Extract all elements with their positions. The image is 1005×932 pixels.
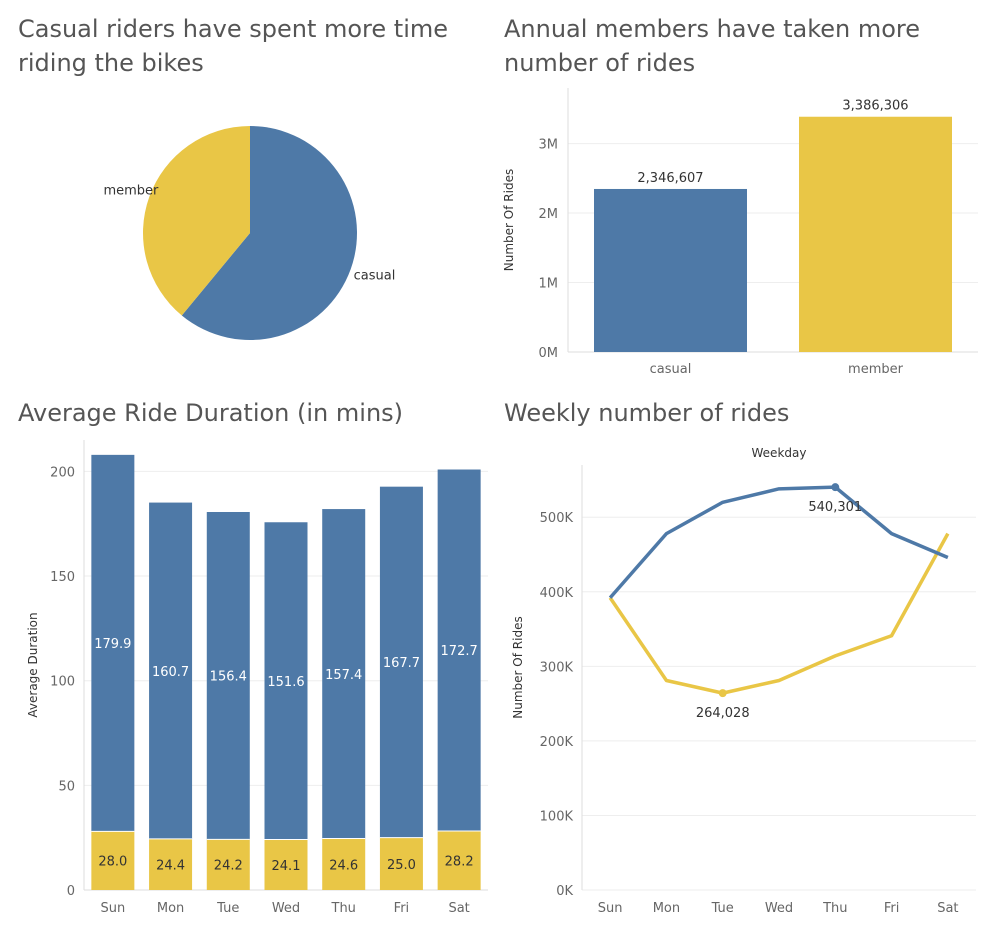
duration-bar-title: Average Ride Duration (in mins) <box>18 399 404 427</box>
y-axis-label: Number Of Rides <box>502 169 516 271</box>
x-axis-title: Weekday <box>752 446 807 460</box>
bar-value-label: 172.7 <box>441 644 478 659</box>
y-tick-label: 1M <box>539 277 559 292</box>
y-tick-label: 0 <box>67 884 75 899</box>
x-tick-label: Thu <box>822 901 847 916</box>
y-tick-label: 300K <box>540 660 574 675</box>
x-tick-label: Thu <box>331 901 356 916</box>
x-tick-label: Mon <box>157 901 184 916</box>
bar-segment-member <box>437 830 481 890</box>
pie-panel: Casual riders have spent more time ridin… <box>0 0 490 380</box>
pie-label-member: member <box>103 184 159 199</box>
y-tick-label: 100K <box>540 809 574 824</box>
x-tick-label: member <box>848 362 904 377</box>
rides-bar-panel: Annual members have taken more number of… <box>490 0 1005 385</box>
bar-value-label: 25.0 <box>387 858 416 873</box>
y-tick-label: 100 <box>50 675 75 690</box>
x-tick-label: Sat <box>937 901 958 916</box>
y-axis-label: Number Of Rides <box>511 616 525 718</box>
pie-chart: casual member <box>103 126 396 341</box>
bar-value-label: 156.4 <box>210 670 247 685</box>
weekly-line-title: Weekly number of rides <box>504 399 790 427</box>
pie-title: Casual riders have spent more time ridin… <box>18 15 449 77</box>
weekly-line-panel: Weekly number of rides Weekday 0K 100K 200K… <box>490 385 1005 932</box>
bar-segment-casual <box>264 522 308 840</box>
y-tick-label: 0K <box>556 884 573 899</box>
y-axis-label: Average Duration <box>26 612 40 717</box>
series-line-casual <box>608 532 950 695</box>
x-tick-label: casual <box>650 362 692 377</box>
bar-value-label: 151.6 <box>267 675 304 690</box>
y-tick-label: 500K <box>540 511 574 526</box>
bar-segment-member <box>206 839 250 890</box>
bar-value-label: 28.2 <box>445 854 474 869</box>
bar-member <box>799 116 952 352</box>
bar-value-label: 157.4 <box>325 668 362 683</box>
x-tick-label: Wed <box>765 901 793 916</box>
x-tick-label: Sun <box>598 901 623 916</box>
bar-casual <box>594 188 747 352</box>
y-tick-label: 2M <box>539 207 559 222</box>
bar-segment-casual <box>149 502 193 839</box>
bar-segment-casual <box>206 512 250 840</box>
point-value-label: 264,028 <box>696 706 750 721</box>
y-tick-label: 50 <box>58 779 75 794</box>
bar-segment-member <box>322 838 366 890</box>
x-tick-label: Wed <box>272 901 300 916</box>
y-tick-label: 3M <box>539 138 559 153</box>
series-line-member <box>608 485 949 599</box>
bar-value-label: 2,346,607 <box>637 171 703 186</box>
bar-value-label: 3,386,306 <box>842 99 908 114</box>
pie-label-casual: casual <box>354 268 396 283</box>
pie-slice-casual <box>181 126 358 341</box>
bar-value-label: 24.6 <box>329 858 358 873</box>
x-tick-label: Tue <box>711 901 734 916</box>
bar-segment-member <box>149 838 193 890</box>
bar-value-label: 24.4 <box>156 858 185 873</box>
bar-segment-casual <box>322 509 366 839</box>
x-tick-label: Sun <box>100 901 125 916</box>
highlight-point <box>831 483 840 492</box>
bar-value-label: 179.9 <box>94 637 131 652</box>
bar-segment-member <box>91 831 135 890</box>
x-tick-label: Fri <box>394 901 410 916</box>
bar-value-label: 28.0 <box>98 855 127 870</box>
bar-value-label: 167.7 <box>383 656 420 671</box>
duration-bar-chart: 0 50 100 150 200 Average Duration 28.0 179.9 Sun… <box>26 440 488 916</box>
point-value-label: 540,301 <box>808 500 862 515</box>
y-tick-label: 200K <box>540 735 574 750</box>
rides-bar-title: Annual members have taken more number of… <box>504 15 921 77</box>
bar-segment-member <box>264 839 308 890</box>
y-tick-label: 150 <box>50 570 75 585</box>
duration-bar-panel: Average Ride Duration (in mins) 0 50 100 15… <box>0 385 490 932</box>
rides-bar-chart: 0M 1M 2M 3M Number Of Rides 2,346,607 casual 3,… <box>502 88 978 377</box>
y-tick-label: 400K <box>540 586 574 601</box>
x-tick-label: Fri <box>884 901 900 916</box>
bar-segment-member <box>379 837 423 890</box>
weekly-line-chart: Weekday 0K 100K 200K 300K 400K 500K Number Of R… <box>511 446 976 916</box>
x-tick-label: Sat <box>448 901 469 916</box>
y-tick-label: 0M <box>539 346 559 361</box>
highlight-point <box>718 689 727 698</box>
bar-value-label: 160.7 <box>152 665 189 680</box>
x-tick-label: Mon <box>653 901 680 916</box>
x-tick-label: Tue <box>216 901 239 916</box>
y-tick-label: 200 <box>50 465 75 480</box>
bar-segment-casual <box>91 454 135 832</box>
bar-segment-casual <box>437 469 481 831</box>
bar-value-label: 24.2 <box>214 859 243 874</box>
bar-segment-casual <box>379 486 423 838</box>
pie-slice-member <box>143 126 250 316</box>
bar-value-label: 24.1 <box>272 859 301 874</box>
